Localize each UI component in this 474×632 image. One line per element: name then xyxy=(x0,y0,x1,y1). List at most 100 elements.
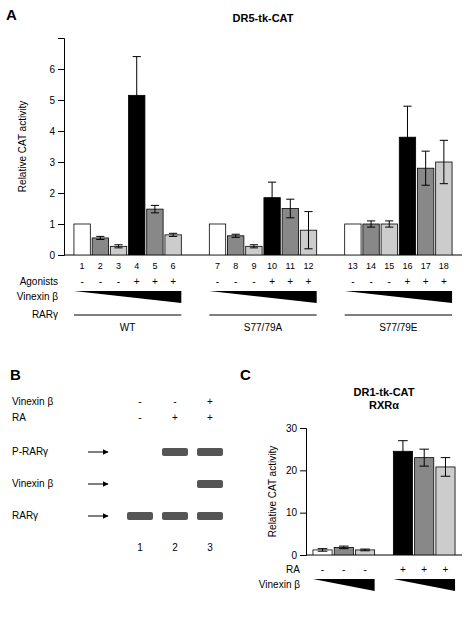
error-bar-stem xyxy=(154,205,155,212)
row-label: RA xyxy=(12,412,26,423)
group-line xyxy=(209,314,316,315)
error-bar-cap xyxy=(367,220,375,221)
y-tick-label: 20 xyxy=(286,465,298,476)
band-arrow xyxy=(88,484,108,485)
row-value: + xyxy=(306,276,312,287)
row-value: - xyxy=(342,564,345,575)
y-tick-label: 4 xyxy=(49,126,55,137)
group-line xyxy=(345,314,452,315)
row-value: - xyxy=(351,276,354,287)
row-value: + xyxy=(287,276,293,287)
row-value: + xyxy=(423,276,429,287)
y-tick-label: 30 xyxy=(286,423,298,434)
ramp-triangle xyxy=(209,291,316,303)
y-tick-label: 5 xyxy=(49,95,55,106)
error-bar-cap xyxy=(250,244,258,245)
y-axis-title: Relative CAT activity xyxy=(17,101,28,192)
error-bar xyxy=(385,221,393,227)
row-value: + xyxy=(170,276,176,287)
error-bar xyxy=(286,199,294,218)
x-tick-label: 3 xyxy=(116,261,121,271)
row-value: - xyxy=(173,396,176,407)
y-tick: 10 xyxy=(286,507,306,518)
error-bar-stem xyxy=(425,151,426,185)
x-tick-label: 1 xyxy=(80,261,85,271)
error-bar xyxy=(367,221,375,227)
error-bar-stem xyxy=(443,140,444,183)
row-value: + xyxy=(421,564,427,575)
row-value: - xyxy=(369,276,372,287)
error-bar-cap xyxy=(304,248,312,249)
y-tick-label: 0 xyxy=(49,250,55,261)
error-bar-cap xyxy=(360,549,370,550)
bar xyxy=(110,246,126,255)
band-label: RARγ xyxy=(12,510,38,521)
row-value: + xyxy=(134,276,140,287)
row-value: - xyxy=(138,412,141,423)
annotations: RA---+++Vinexin β xyxy=(259,564,455,591)
bar xyxy=(92,238,108,255)
y-tick-mark xyxy=(300,470,306,471)
bar xyxy=(246,246,262,255)
x-tick-label: 12 xyxy=(303,261,313,271)
y-tick: 30 xyxy=(286,423,306,434)
error-bar xyxy=(169,233,177,236)
y-tick-label: 0 xyxy=(291,550,297,561)
row-value: + xyxy=(207,412,213,423)
error-bar-cap xyxy=(304,211,312,212)
error-bar-cap xyxy=(419,466,429,467)
bar xyxy=(381,224,397,255)
error-bar xyxy=(419,449,429,466)
row-value: - xyxy=(138,396,141,407)
ramp-triangle xyxy=(74,291,181,303)
row-value: + xyxy=(400,564,406,575)
error-bar-cap xyxy=(339,548,349,549)
ramp-triangle xyxy=(393,579,455,591)
x-tick-label: 16 xyxy=(402,261,412,271)
error-bar-cap xyxy=(441,457,451,458)
row-value: - xyxy=(321,564,324,575)
x-tick-label: 8 xyxy=(233,261,238,271)
x-tick-label: 4 xyxy=(134,261,139,271)
bar xyxy=(436,467,455,555)
panel-label: C xyxy=(240,366,251,383)
error-bar-cap xyxy=(318,551,328,552)
lane-label: 1 xyxy=(137,542,143,553)
x-tick-label: 15 xyxy=(384,261,394,271)
error-bar-cap xyxy=(440,183,448,184)
x-tick-label: 2 xyxy=(98,261,103,271)
error-bar-cap xyxy=(286,199,294,200)
error-bar-cap xyxy=(360,550,370,551)
row-value: + xyxy=(207,396,213,407)
error-bar-cap xyxy=(169,233,177,234)
error-bar-cap xyxy=(114,247,122,248)
error-bar-stem xyxy=(290,199,291,218)
error-bar xyxy=(422,151,430,185)
error-bar-stem xyxy=(402,441,403,462)
error-bar-cap xyxy=(367,227,375,228)
error-bar-cap xyxy=(268,182,276,183)
x-tick-label: 10 xyxy=(267,261,277,271)
y-tick: 20 xyxy=(286,465,306,476)
bar xyxy=(415,458,434,555)
error-bar-cap xyxy=(422,185,430,186)
y-axis-line xyxy=(300,429,307,556)
x-tick-label: 7 xyxy=(215,261,220,271)
error-bar-cap xyxy=(385,227,393,228)
x-tick-label: 17 xyxy=(421,261,431,271)
bar xyxy=(355,550,374,555)
error-bar-cap xyxy=(419,449,429,450)
row-label: Vinexin β xyxy=(12,396,53,407)
bar xyxy=(147,209,163,255)
y-tick: 2 xyxy=(49,188,64,199)
error-bar-stem xyxy=(371,221,372,227)
y-tick-mark xyxy=(58,162,64,163)
y-axis: 0 10 20 30 xyxy=(286,423,307,561)
y-tick-mark xyxy=(300,513,306,514)
row-value: - xyxy=(117,276,120,287)
error-bar-cap xyxy=(151,205,159,206)
y-tick-mark xyxy=(58,224,64,225)
row-value: + xyxy=(152,276,158,287)
bar xyxy=(209,224,225,255)
error-bar-cap xyxy=(268,213,276,214)
